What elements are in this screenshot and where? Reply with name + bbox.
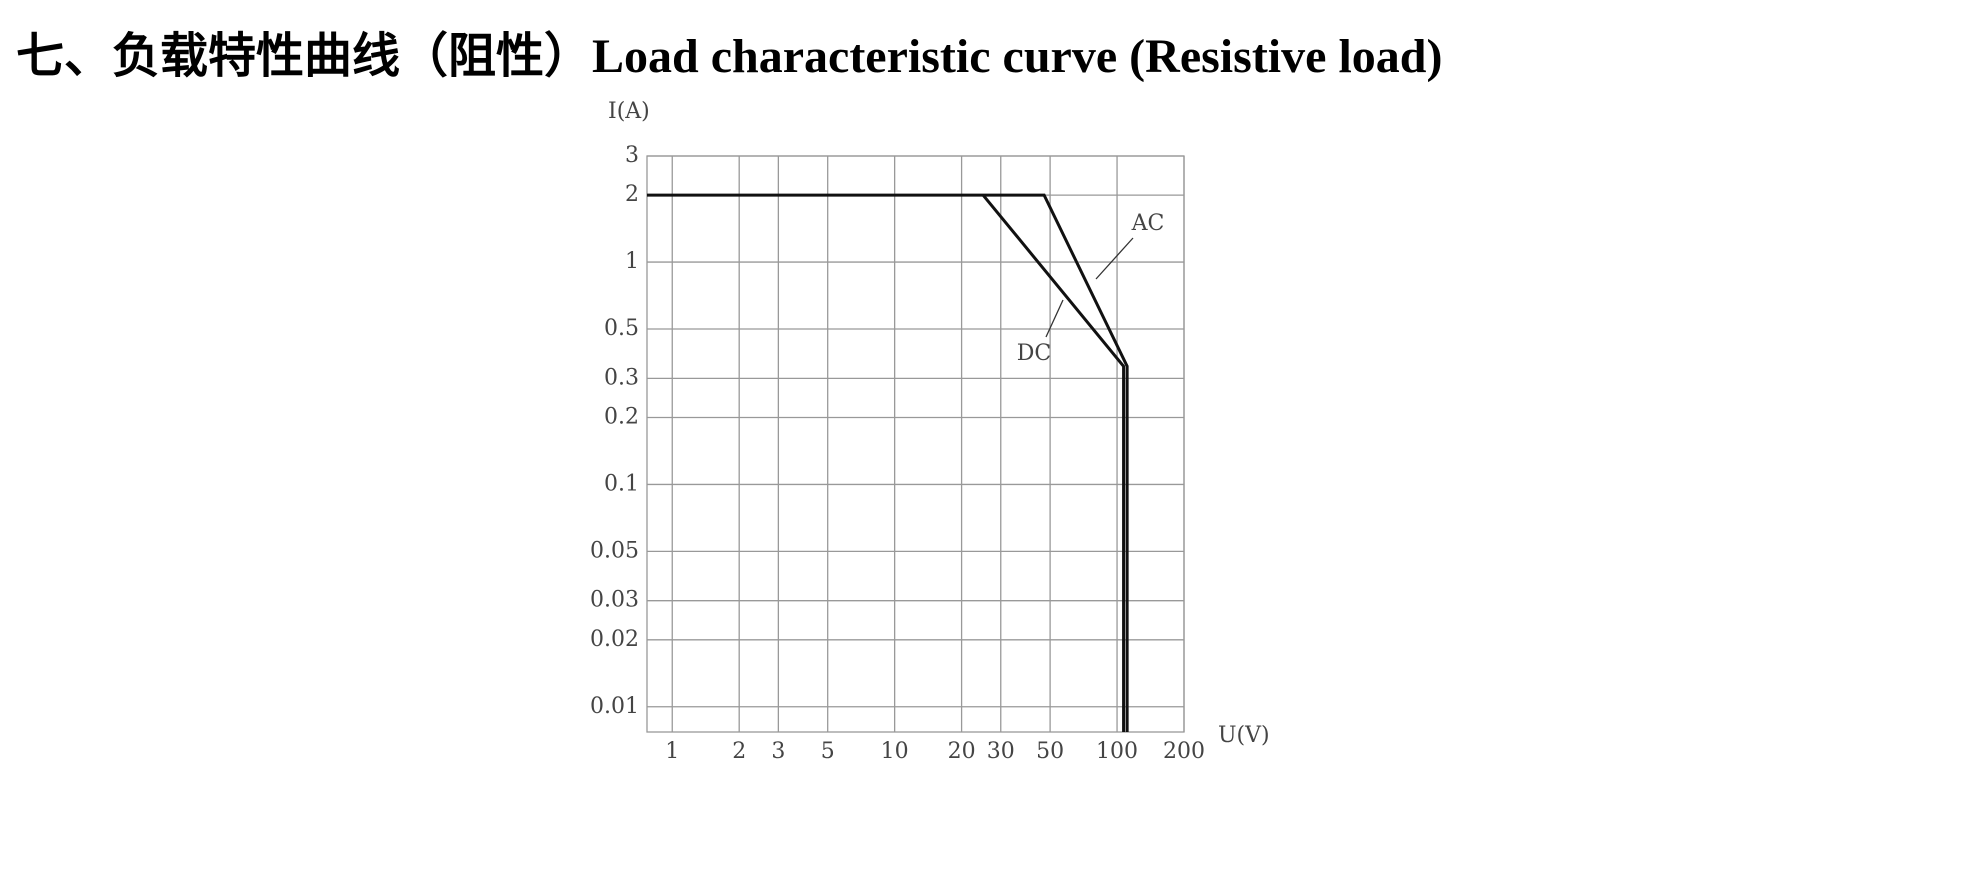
annotation-leader [1095, 237, 1134, 280]
annotation-leader [1045, 299, 1064, 338]
x-tick-label: 200 [1163, 739, 1205, 764]
x-tick-label: 3 [771, 739, 785, 764]
y-tick-label: 2 [625, 182, 639, 207]
x-tick-label: 2 [732, 739, 746, 764]
x-tick-label: 50 [1036, 739, 1064, 764]
y-axis-label: I(A) [608, 99, 650, 124]
line-label: AC [1131, 211, 1165, 236]
data-line [981, 194, 1126, 732]
x-tick-label: 100 [1096, 739, 1138, 764]
x-tick-label: 20 [948, 739, 976, 764]
data-line [647, 193, 1129, 732]
y-tick-label: 0.02 [590, 627, 639, 652]
y-tick-label: 0.2 [604, 404, 639, 429]
y-tick-label: 0.01 [590, 694, 639, 719]
y-tick-label: 0.3 [604, 365, 639, 390]
y-tick-label: 1 [625, 249, 639, 274]
x-tick-label: 5 [821, 739, 835, 764]
line-label: DC [1017, 341, 1051, 366]
chart-title: 七、负载特性曲线（阻性）Load characteristic curve (R… [16, 30, 1442, 83]
y-tick-label: 0.1 [604, 471, 639, 496]
plot-frame [646, 155, 1185, 733]
y-tick-label: 3 [625, 143, 639, 168]
y-tick-label: 0.05 [590, 538, 639, 563]
x-tick-label: 10 [881, 739, 909, 764]
x-axis-label: U(V) [1218, 723, 1270, 748]
x-tick-label: 30 [987, 739, 1015, 764]
y-tick-label: 0.5 [604, 316, 639, 341]
y-tick-label: 0.03 [590, 588, 639, 613]
x-tick-label: 1 [665, 739, 679, 764]
